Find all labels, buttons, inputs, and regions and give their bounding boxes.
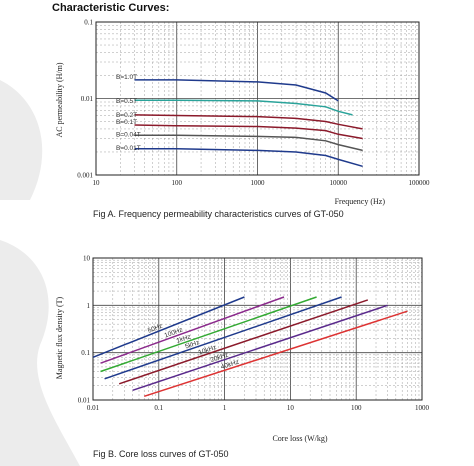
chart-b-caption: Fig B. Core loss curves of GT-050 [93, 449, 229, 459]
y-tick-label: 0.001 [77, 172, 93, 180]
chart-b-y-axis-label: Magnetic flux density (T) [55, 296, 64, 379]
series-line-5khz [104, 296, 342, 380]
page-heading: Characteristic Curves: [52, 2, 170, 14]
chart-b-tick-labels: 0.01 0.1 1 10 100 1000 0.01 0.1 1 10 [78, 255, 430, 413]
y-tick-label: 0.1 [81, 349, 90, 357]
series-label-b-0-04t: B=0.04T [116, 131, 141, 138]
chart-b-x-axis-label: Core loss (W/kg) [272, 434, 327, 443]
x-tick-label: 100 [172, 179, 183, 187]
y-tick-label: 0.01 [81, 95, 94, 103]
chart-b-grid [92, 258, 422, 401]
series-line-100hz [100, 296, 285, 364]
x-tick-label: 0.1 [154, 404, 163, 412]
x-tick-label: 1000 [251, 179, 266, 187]
series-line-40khz [143, 310, 408, 398]
x-tick-label: 10000 [330, 179, 348, 187]
series-line-b-0-1t [134, 124, 363, 140]
series-label-5khz: 5kHz [184, 339, 200, 350]
series-label-b-0-2t: B=0.2T [116, 112, 137, 119]
chart-a-series [134, 79, 363, 168]
chart-b-series [92, 296, 408, 398]
x-tick-label: 1000 [415, 404, 430, 412]
y-tick-label: 0.01 [78, 397, 91, 405]
background-swoosh-shape [0, 80, 43, 200]
series-line-b-0-2t [134, 114, 363, 130]
series-line-b-0-04t [134, 134, 363, 152]
x-tick-label: 0.01 [87, 404, 100, 412]
series-line-1khz [100, 296, 317, 373]
series-line-b-0-01t [134, 148, 363, 168]
background-swoosh-shape [0, 240, 80, 466]
x-tick-label: 10 [93, 179, 101, 187]
series-label-b-0-01t: B=0.01T [116, 145, 141, 152]
series-line-50hz [92, 296, 245, 358]
chart-a-caption: Fig A. Frequency permeability characteri… [93, 209, 344, 219]
x-tick-label: 10 [287, 404, 295, 412]
series-label-1khz: 1kHz [176, 333, 192, 344]
y-tick-label: 10 [83, 255, 91, 263]
series-line-10khz [118, 299, 369, 385]
chart-a-y-axis-label: AC permeability (H/m) [55, 62, 64, 137]
chart-b-frame [92, 257, 423, 401]
x-tick-label: 100 [351, 404, 362, 412]
chart-a-series-labels: B=1.0T B=0.5T B=0.2TB=0.1T B=0.04T B=0.01T [116, 74, 141, 152]
chart-a-x-axis-label: Frequency (Hz) [335, 197, 386, 206]
series-line-20khz [132, 304, 388, 392]
y-tick-label: 1 [87, 302, 91, 310]
x-tick-label: 100000 [409, 179, 431, 187]
series-label-b-1-0t: B=1.0T [116, 74, 137, 81]
x-tick-label: 1 [223, 404, 227, 412]
series-line-b-1-0t [134, 79, 339, 102]
series-line-b-0-5t [134, 99, 353, 116]
series-label-b-0-5t: B=0.5T [116, 98, 137, 105]
chart-a-frame [95, 21, 420, 176]
series-label-b-0-1t: B=0.1T [116, 119, 137, 126]
y-tick-label: 0.1 [84, 19, 93, 27]
chart-a-tick-labels: 10 100 1000 10000 100000 0.001 0.01 0.1 [77, 19, 430, 188]
